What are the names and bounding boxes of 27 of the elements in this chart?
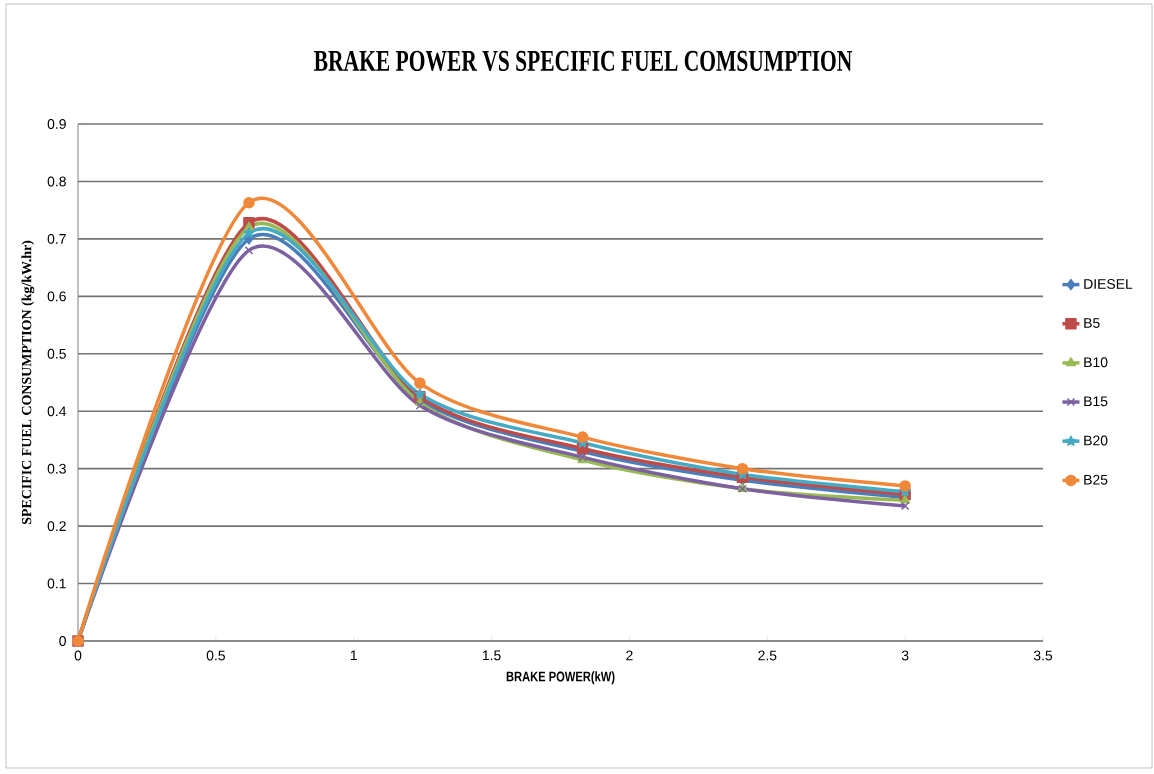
x-tick-label: 0 — [74, 650, 82, 661]
y-tick-label: 0 — [59, 636, 66, 646]
x-tick-label: 0.5 — [206, 650, 225, 661]
y-tick-label: 0.6 — [47, 291, 66, 302]
y-tick-label: 0.5 — [47, 348, 66, 359]
legend-label: B15 — [1084, 396, 1108, 407]
legend-label: B20 — [1084, 435, 1108, 446]
y-tick-label: 0.9 — [47, 119, 66, 129]
y-tick-label: 0.3 — [47, 463, 66, 474]
legend-label: DIESEL — [1084, 278, 1133, 289]
legend-label: B5 — [1084, 318, 1100, 328]
x-tick-label: 3.5 — [1033, 650, 1053, 661]
x-tick-label: 1.5 — [482, 650, 501, 661]
y-axis-title: SPECIFIC FUEL CONSUMPTION (kg/kW.hr) — [21, 240, 35, 525]
legend-label: B25 — [1084, 474, 1108, 485]
y-tick-label: 0.7 — [47, 233, 66, 244]
x-tick-label: 2 — [626, 650, 633, 661]
x-tick-label: 2.5 — [758, 650, 777, 661]
x-tick-label: 1 — [350, 650, 357, 661]
x-axis-title: BRAKE POWER(kW) — [506, 671, 615, 685]
x-tick-label: 3 — [901, 650, 909, 661]
y-tick-label: 0.4 — [47, 406, 67, 417]
legend-label: B10 — [1084, 357, 1108, 368]
chart-title: BRAKE POWER VS SPECIFIC FUEL COMSUMPTION — [314, 50, 853, 72]
y-tick-label: 0.2 — [47, 521, 66, 532]
y-tick-label: 0.8 — [47, 176, 66, 187]
y-tick-label: 0.1 — [47, 578, 66, 589]
